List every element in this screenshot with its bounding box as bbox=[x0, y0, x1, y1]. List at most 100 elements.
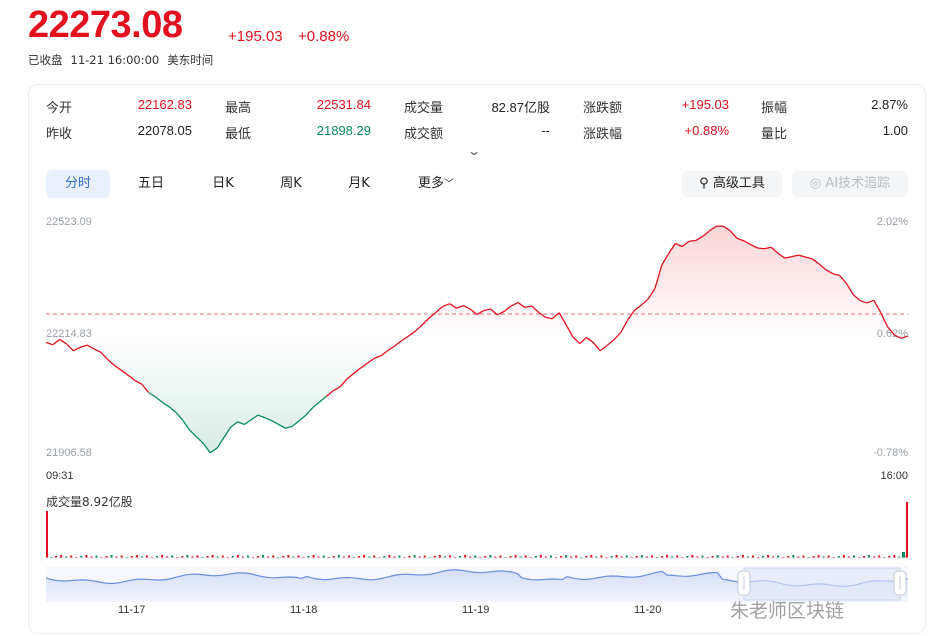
volume-bar bbox=[443, 556, 446, 558]
volume-bar bbox=[307, 556, 310, 558]
volume-bar bbox=[474, 555, 477, 558]
volume-value: 82.87亿股 bbox=[491, 100, 550, 115]
volume-bar bbox=[433, 556, 436, 558]
volume-bar bbox=[322, 555, 325, 558]
volume-bar bbox=[863, 556, 866, 558]
tab-more[interactable]: 更多﹀ bbox=[408, 170, 464, 198]
volume-bar bbox=[267, 556, 270, 558]
price-segment bbox=[223, 426, 232, 439]
tab-daily-k[interactable]: 日K bbox=[212, 176, 234, 191]
y-axis-mid: 22214.83 bbox=[46, 328, 92, 340]
price-segment bbox=[866, 299, 875, 304]
timezone: 美东时间 bbox=[167, 53, 214, 67]
navigator-selection[interactable] bbox=[743, 567, 901, 601]
ai-trace-button[interactable]: ◎ AI技术追踪 bbox=[792, 171, 908, 197]
price-segment bbox=[428, 311, 437, 319]
price-segment bbox=[517, 302, 526, 308]
price-segment bbox=[620, 319, 629, 333]
volume-bar bbox=[762, 556, 765, 558]
price-segment bbox=[134, 379, 143, 385]
price-segment bbox=[613, 332, 622, 341]
volume-bar bbox=[459, 556, 462, 558]
price-segment bbox=[839, 275, 847, 284]
tab-monthly-k[interactable]: 月K bbox=[348, 176, 370, 191]
price-segment bbox=[476, 309, 485, 316]
expand-chevron-icon[interactable]: ⌄ bbox=[466, 144, 482, 158]
price-segment bbox=[367, 357, 375, 364]
price-segment bbox=[497, 310, 505, 316]
volume-bar bbox=[347, 555, 350, 558]
volume-bar bbox=[342, 556, 345, 558]
volume-bars bbox=[46, 502, 908, 559]
volume-bar bbox=[676, 555, 679, 558]
price-area-down bbox=[46, 338, 908, 453]
price-segment bbox=[811, 258, 820, 265]
volume-bar bbox=[469, 556, 472, 558]
price-segment bbox=[729, 230, 738, 239]
vol-ratio-label: 量比 bbox=[761, 127, 788, 142]
price-segment bbox=[880, 312, 889, 327]
price-segment bbox=[66, 343, 74, 352]
time-start: 09:31 bbox=[46, 470, 74, 482]
volume-bar bbox=[635, 556, 638, 558]
volume-bar bbox=[368, 556, 371, 558]
volume-bar-pre-close bbox=[902, 552, 905, 558]
price-segment bbox=[209, 447, 218, 454]
tab-intraday[interactable]: 分时 bbox=[46, 170, 110, 198]
price-segment bbox=[886, 326, 895, 336]
advanced-tools-button[interactable]: ⚲ 高级工具 bbox=[682, 171, 782, 197]
price-segment bbox=[435, 305, 444, 313]
price-segment bbox=[264, 417, 273, 422]
volume-bar bbox=[292, 556, 295, 558]
price-segment bbox=[633, 304, 642, 311]
volume-bar bbox=[464, 555, 467, 558]
change-pct-label: 涨跌幅 bbox=[583, 127, 623, 142]
nav-date-3: 11-19 bbox=[462, 604, 490, 616]
volume-bar bbox=[105, 556, 108, 558]
vol-ratio-value: 1.00 bbox=[882, 123, 908, 138]
volume-bar bbox=[772, 556, 775, 558]
price-segment bbox=[216, 437, 225, 449]
price-segment bbox=[312, 401, 321, 409]
low-label: 最低 bbox=[225, 127, 252, 142]
price-segment bbox=[798, 254, 806, 258]
price-segment bbox=[168, 406, 177, 413]
volume-bar bbox=[408, 556, 411, 558]
volume-bar bbox=[110, 555, 113, 558]
volume-bar bbox=[812, 556, 815, 558]
volume-bar bbox=[509, 556, 512, 558]
amplitude-value: 2.87% bbox=[871, 97, 908, 112]
price-segment bbox=[161, 401, 170, 408]
volume-bar bbox=[767, 555, 770, 558]
price-segment bbox=[579, 337, 587, 345]
price-segment bbox=[592, 342, 601, 352]
volume-bar bbox=[549, 555, 552, 558]
tab-weekly-k[interactable]: 周K bbox=[280, 176, 302, 191]
open-value: 22162.83 bbox=[137, 97, 192, 112]
turnover-label: 成交额 bbox=[404, 127, 444, 142]
price-segment bbox=[709, 225, 717, 232]
price-segment bbox=[586, 337, 594, 343]
volume-bar bbox=[544, 556, 547, 558]
volume-bar bbox=[746, 556, 749, 558]
price-segment bbox=[463, 304, 471, 310]
price-segment bbox=[319, 395, 327, 403]
price-segment bbox=[202, 442, 211, 454]
price-area-up bbox=[46, 226, 908, 339]
volume-bar bbox=[625, 555, 628, 558]
close-datetime: 11-21 16:00:00 bbox=[70, 53, 160, 67]
volume-bar bbox=[560, 556, 563, 558]
volume-bar bbox=[696, 556, 699, 558]
price-segment bbox=[689, 239, 696, 242]
volume-bar bbox=[893, 555, 896, 558]
tab-five-day[interactable]: 五日 bbox=[137, 176, 164, 191]
price-big: 22273.08 bbox=[28, 4, 183, 46]
price-segment bbox=[353, 367, 362, 374]
pct-axis-top: 2.02% bbox=[876, 216, 908, 228]
volume-bar bbox=[55, 556, 58, 558]
price-segment bbox=[442, 303, 450, 307]
volume-bar bbox=[489, 555, 492, 558]
volume-bar bbox=[317, 556, 320, 558]
volume-bar-open bbox=[46, 511, 48, 558]
